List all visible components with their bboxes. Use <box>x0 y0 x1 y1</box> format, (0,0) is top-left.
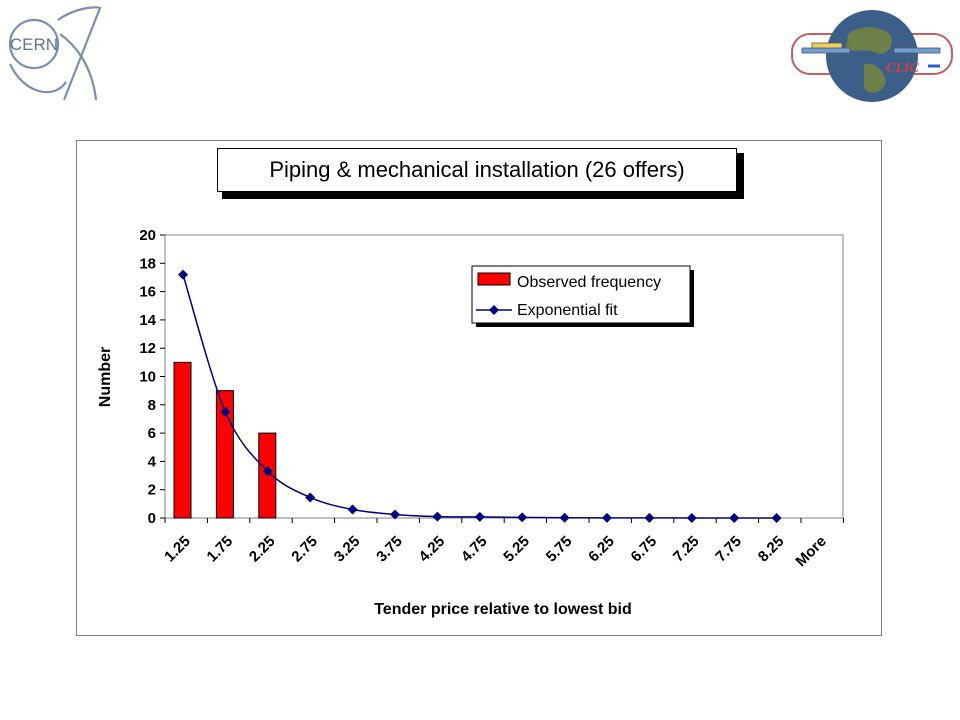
x-axis-title: Tender price relative to lowest bid <box>374 601 632 618</box>
legend-diamond-marker <box>489 305 499 315</box>
x-tick-label: 6.75 <box>628 533 661 566</box>
fit-diamond-marker <box>644 512 655 523</box>
x-tick-label: 1.75 <box>204 533 237 566</box>
bar-observed-frequency <box>173 361 192 519</box>
fit-diamond-marker <box>220 406 231 417</box>
y-tick-label: 10 <box>139 369 156 386</box>
fit-diamond-marker <box>432 511 443 522</box>
x-tick-label: 5.25 <box>500 533 533 566</box>
legend-label-observed: Observed frequency <box>517 274 661 291</box>
legend-label-fit: Exponential fit <box>517 302 618 319</box>
y-tick-label: 14 <box>139 312 156 329</box>
cern-logo: CERN <box>8 6 102 101</box>
y-tick-label: 0 <box>148 510 156 527</box>
y-tick-label: 4 <box>148 453 157 470</box>
y-tick-label: 16 <box>139 284 156 301</box>
x-tick-label: 1.25 <box>161 533 194 566</box>
x-tick-label: 7.75 <box>712 533 745 566</box>
x-tick-label: 3.25 <box>331 533 364 566</box>
fit-diamond-marker <box>305 492 316 503</box>
x-tick-label: 8.25 <box>755 533 788 566</box>
x-tick-label: 4.25 <box>416 533 449 566</box>
fit-diamond-marker <box>178 269 188 280</box>
x-tick-label: 5.75 <box>543 533 576 566</box>
fit-diamond-marker <box>262 466 273 477</box>
legend-bar-swatch <box>477 272 511 286</box>
fit-diamond-marker <box>517 512 528 523</box>
fit-diamond-marker <box>390 509 400 520</box>
x-tick-label: More <box>792 533 829 570</box>
y-tick-label: 20 <box>139 227 156 244</box>
fit-diamond-marker <box>729 513 740 523</box>
fit-diamond-marker <box>602 512 612 523</box>
x-tick-label: 6.25 <box>585 533 618 566</box>
cern-logo-text: CERN <box>10 35 58 54</box>
y-tick-label: 12 <box>139 340 156 357</box>
clic-logo-text: CLIC <box>886 61 919 76</box>
bar-observed-frequency <box>215 390 234 519</box>
fit-diamond-marker <box>347 504 358 515</box>
y-tick-label: 6 <box>148 425 156 442</box>
x-tick-label: 2.25 <box>246 533 279 566</box>
x-tick-label: 3.75 <box>373 533 406 566</box>
clic-logo: CLIC <box>791 10 953 102</box>
y-axis-title: Number <box>97 347 114 407</box>
x-tick-label: 4.75 <box>458 533 491 566</box>
chart-title: Piping & mechanical installation (26 off… <box>217 148 737 192</box>
fit-diamond-marker <box>559 512 570 523</box>
fit-diamond-marker <box>771 513 782 523</box>
y-tick-label: 2 <box>148 482 156 499</box>
fit-diamond-marker <box>686 513 697 523</box>
x-tick-label: 2.75 <box>288 533 321 566</box>
fit-diamond-marker <box>474 511 485 522</box>
y-tick-label: 8 <box>148 397 156 414</box>
x-tick-label: 7.25 <box>670 533 703 566</box>
y-tick-label: 18 <box>139 255 156 272</box>
